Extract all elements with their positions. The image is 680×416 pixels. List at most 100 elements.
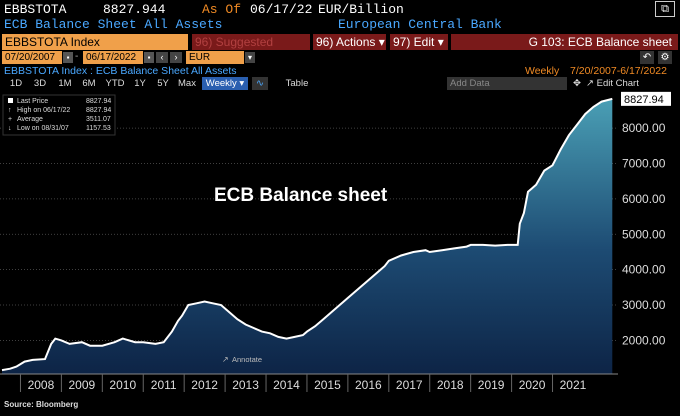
add-data-input[interactable]: Add Data bbox=[447, 77, 567, 90]
chart-area[interactable]: 2000.00 3000.00 4000.00 5000.00 6000.00 7000.… bbox=[0, 91, 680, 399]
chevron-down-icon[interactable]: ▾ bbox=[245, 52, 255, 63]
chevron-right-icon[interactable]: › bbox=[170, 52, 182, 63]
legend-high-value: 8827.94 bbox=[86, 107, 111, 114]
edit-chart-button[interactable]: ↗ Edit Chart bbox=[586, 77, 678, 90]
info-line: EBBSTOTA Index : ECB Balance Sheet All A… bbox=[0, 65, 680, 77]
source-label: Source: Bloomberg bbox=[4, 400, 79, 409]
x-tick-label: 2016 bbox=[355, 378, 382, 392]
legend-last-label: Last Price bbox=[17, 98, 48, 105]
x-tick-label: 2009 bbox=[69, 378, 96, 392]
chevron-left-icon[interactable]: ‹ bbox=[156, 52, 168, 63]
legend-low-label: Low on 08/31/07 bbox=[17, 125, 69, 132]
x-tick-label: 2008 bbox=[28, 378, 55, 392]
x-axis: 2008 2009 2010 2011 2012 2013 2014 2015 2016 2017… bbox=[0, 373, 618, 392]
frequency-label: Weekly bbox=[205, 78, 237, 89]
annotate-icon: ↗ bbox=[222, 355, 229, 364]
y-tick-label: 3000.00 bbox=[622, 298, 666, 312]
y-axis: 2000.00 3000.00 4000.00 5000.00 6000.00 7000.… bbox=[622, 121, 666, 347]
series-line bbox=[1, 97, 613, 372]
calendar-icon[interactable]: ▪ bbox=[63, 52, 73, 63]
y-tick-label: 8000.00 bbox=[622, 121, 666, 135]
last-value-label: 8827.94 bbox=[624, 94, 664, 106]
expand-icon[interactable]: ✥ bbox=[573, 78, 581, 89]
x-tick-label: 2011 bbox=[151, 378, 177, 392]
security-field[interactable]: EBBSTOTA Index bbox=[2, 34, 188, 50]
legend-avg-label: Average bbox=[17, 116, 43, 123]
range-tab-1m[interactable]: 1M bbox=[58, 78, 72, 89]
current-value: 8827.944 bbox=[103, 2, 166, 17]
legend-swatch bbox=[8, 98, 13, 103]
x-tick-label: 2015 bbox=[314, 378, 341, 392]
end-date-input[interactable]: 06/17/2022 bbox=[83, 51, 143, 64]
annotate-button[interactable]: ↗ Annotate bbox=[222, 355, 262, 364]
range-tab-5y[interactable]: 5Y bbox=[157, 78, 169, 89]
x-tick-label: 2018 bbox=[437, 378, 464, 392]
source-name-label: European Central Bank bbox=[338, 17, 502, 32]
x-tick-label: 2010 bbox=[109, 378, 136, 392]
x-tick-label: 2021 bbox=[560, 378, 587, 392]
annotate-label: Annotate bbox=[232, 355, 262, 364]
x-tick-label: 2013 bbox=[232, 378, 259, 392]
range-tab-ytd[interactable]: YTD bbox=[105, 78, 125, 89]
legend-avg-icon: + bbox=[8, 116, 12, 123]
y-tick-label: 2000.00 bbox=[622, 333, 666, 347]
chevron-down-icon: ▾ bbox=[239, 78, 245, 89]
units-label: EUR/Billion bbox=[318, 2, 404, 17]
table-tab[interactable]: Table bbox=[285, 78, 309, 89]
legend-high-icon: ↑ bbox=[8, 107, 12, 114]
as-of-date: 06/17/22 bbox=[250, 2, 313, 17]
range-tab-6m[interactable]: 6M bbox=[82, 78, 96, 89]
suggested-charts-button[interactable]: 96) Suggested Charts bbox=[192, 34, 310, 65]
x-tick-label: 2014 bbox=[273, 378, 300, 392]
legend-low-icon: ↓ bbox=[8, 125, 12, 132]
date-bar: 07/20/2007 ▪ - 06/17/2022 ▪ ‹ › EUR ▾ ↶ … bbox=[0, 51, 680, 65]
edit-chart-icon: ↗ bbox=[586, 78, 594, 89]
x-tick-label: 2012 bbox=[191, 378, 218, 392]
legend-high-label: High on 06/17/22 bbox=[17, 107, 70, 114]
ticker-label: EBBSTOTA bbox=[4, 2, 67, 17]
chart-title: ECB Balance sheet bbox=[214, 185, 388, 206]
chart-id-label: G 103: ECB Balance sheet bbox=[451, 34, 678, 50]
toolbar: EBBSTOTA Index 96) Suggested Charts 96) … bbox=[0, 34, 680, 65]
as-of-label: As Of bbox=[202, 2, 242, 17]
info-range-label: 7/20/2007-6/17/2022 bbox=[570, 65, 667, 77]
legend-avg-value: 3511.07 bbox=[86, 116, 111, 123]
actions-button[interactable]: 96) Actions ▾ bbox=[313, 34, 386, 50]
chevron-down-icon: ▾ bbox=[437, 35, 444, 49]
start-date-input[interactable]: 07/20/2007 bbox=[2, 51, 62, 64]
range-tab-1y[interactable]: 1Y bbox=[134, 78, 146, 89]
range-tab-3d[interactable]: 3D bbox=[33, 78, 47, 89]
line-chart-icon[interactable]: ∿ bbox=[252, 77, 268, 90]
y-tick-label: 6000.00 bbox=[622, 192, 666, 206]
edit-button[interactable]: 97) Edit ▾ bbox=[390, 34, 448, 50]
info-series-label: EBBSTOTA Index : ECB Balance Sheet All A… bbox=[4, 65, 237, 77]
range-tab-1d[interactable]: 1D bbox=[9, 78, 23, 89]
last-value-tag: 8827.94 bbox=[621, 91, 671, 106]
y-tick-label: 5000.00 bbox=[622, 227, 666, 241]
frequency-select[interactable]: Weekly ▾ bbox=[202, 77, 248, 90]
legend-low-value: 1157.53 bbox=[86, 125, 111, 132]
settings-icon[interactable]: ⚙ bbox=[658, 51, 672, 64]
title-bar: EBBSTOTA 8827.944 As Of 06/17/22 EUR/Bil… bbox=[0, 0, 680, 18]
y-tick-label: 4000.00 bbox=[622, 263, 666, 277]
legend: Last Price 8827.94 ↑ High on 06/17/22 88… bbox=[2, 94, 116, 136]
x-tick-label: 2020 bbox=[519, 378, 546, 392]
legend-last-value: 8827.94 bbox=[86, 98, 111, 105]
currency-select[interactable]: EUR bbox=[186, 51, 244, 64]
x-tick-label: 2019 bbox=[478, 378, 505, 392]
calendar-icon[interactable]: ▪ bbox=[144, 52, 154, 63]
description-label: ECB Balance Sheet All Assets bbox=[4, 17, 223, 32]
info-period-label: Weekly bbox=[525, 65, 560, 77]
actions-label: 96) Actions bbox=[316, 35, 376, 49]
range-tabs: Weekly ▾ ∿ Table Add Data ✥ ↗ Edit Chart… bbox=[0, 77, 680, 90]
description-bar: ECB Balance Sheet All Assets European Ce… bbox=[0, 17, 680, 32]
chevron-down-icon: ▾ bbox=[378, 35, 385, 49]
x-tick-label: 2017 bbox=[396, 378, 423, 392]
popout-icon[interactable]: ⧉ bbox=[655, 1, 675, 17]
y-tick-label: 7000.00 bbox=[622, 157, 666, 171]
undo-icon[interactable]: ↶ bbox=[640, 51, 654, 64]
series-area bbox=[2, 98, 613, 375]
range-tab-max[interactable]: Max bbox=[178, 78, 196, 89]
date-separator: - bbox=[75, 51, 79, 62]
edit-label: 97) Edit bbox=[393, 35, 435, 49]
